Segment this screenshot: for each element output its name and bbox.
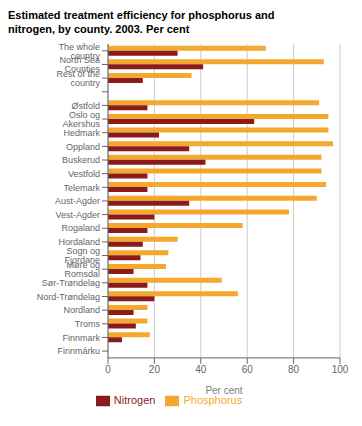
svg-text:Finnmark: Finnmark [62, 333, 100, 343]
svg-text:Møre ogRomsdal: Møre ogRomsdal [64, 260, 100, 279]
svg-text:0: 0 [105, 364, 111, 375]
svg-text:60: 60 [242, 364, 254, 375]
svg-text:40: 40 [195, 364, 207, 375]
svg-text:Oppland: Oppland [66, 142, 100, 152]
svg-text:Aust-Agder: Aust-Agder [55, 196, 100, 206]
svg-text:Hedmark: Hedmark [63, 128, 100, 138]
svg-text:Finnmárku: Finnmárku [57, 346, 100, 356]
svg-text:Telemark: Telemark [63, 183, 100, 193]
svg-text:20: 20 [149, 364, 161, 375]
svg-text:Vestfold: Vestfold [68, 169, 100, 179]
svg-text:Troms: Troms [75, 319, 101, 329]
svg-text:Vest-Agder: Vest-Agder [55, 210, 100, 220]
svg-text:Per cent: Per cent [205, 385, 242, 396]
svg-text:Nordland: Nordland [63, 305, 100, 315]
svg-text:Sør-Trøndelag: Sør-Trøndelag [42, 278, 100, 288]
svg-text:80: 80 [288, 364, 300, 375]
svg-text:Nord-Trøndelag: Nord-Trøndelag [37, 292, 100, 302]
svg-text:Oslo ogAkershus: Oslo ogAkershus [62, 110, 100, 129]
svg-text:Buskerud: Buskerud [62, 155, 100, 165]
svg-text:Rogaland: Rogaland [61, 223, 100, 233]
svg-text:Rest of thecountry: Rest of thecountry [56, 69, 100, 88]
svg-text:100: 100 [332, 364, 349, 375]
